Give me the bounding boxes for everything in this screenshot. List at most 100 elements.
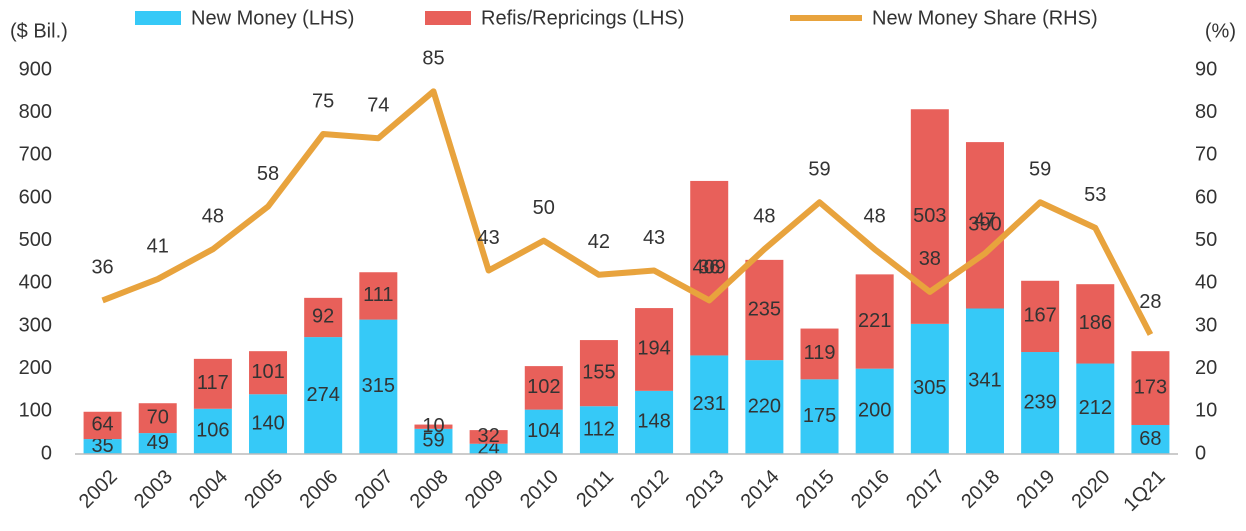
bar [138, 433, 177, 454]
data-label: 35 [91, 435, 113, 457]
data-label: 221 [858, 310, 891, 332]
line-label: 85 [422, 48, 444, 70]
bar [635, 390, 674, 454]
data-label: 239 [1023, 391, 1056, 413]
bar [1131, 424, 1170, 454]
y2-tick-label: 20 [1195, 357, 1217, 379]
bar [524, 409, 563, 454]
data-label: 341 [968, 370, 1001, 392]
data-label: 155 [582, 361, 615, 383]
bar [965, 308, 1004, 454]
x-tick-label: 2018 [957, 466, 1004, 513]
line-label: 43 [478, 227, 500, 249]
data-label: 70 [147, 406, 169, 428]
legend-swatch [425, 11, 471, 25]
bar [359, 272, 398, 320]
y2-tick-label: 60 [1195, 186, 1217, 208]
line-label: 43 [643, 227, 665, 249]
bar [635, 308, 674, 391]
x-tick-label: 2012 [626, 466, 673, 513]
bar [579, 340, 618, 407]
x-tick-label: 2014 [737, 466, 784, 513]
bar [193, 408, 232, 454]
data-label: 231 [693, 393, 726, 415]
line-label: 48 [202, 205, 224, 227]
x-tick-label: 2015 [792, 466, 839, 513]
data-label: 104 [527, 420, 560, 442]
data-label: 220 [748, 395, 781, 417]
y2-axis-label: (%) [1205, 20, 1236, 42]
y2-tick-label: 30 [1195, 314, 1217, 336]
bar [469, 430, 508, 444]
line-label: 36 [91, 257, 113, 279]
bar [1076, 284, 1115, 364]
bar [745, 259, 784, 361]
line-label: 38 [919, 248, 941, 270]
y-tick-label: 300 [19, 314, 52, 336]
bar [855, 274, 894, 369]
data-label: 101 [251, 361, 284, 383]
y-tick-label: 100 [19, 400, 52, 422]
bar [469, 443, 508, 454]
legend-label: New Money (LHS) [191, 7, 354, 29]
bar [249, 394, 288, 454]
bar [1021, 352, 1060, 454]
bar [304, 297, 343, 338]
legend-swatch [135, 11, 181, 25]
data-label: 390 [968, 214, 1001, 236]
data-label: 140 [251, 412, 284, 434]
legend-label: Refis/Repricings (LHS) [481, 7, 684, 29]
y2-tick-label: 90 [1195, 58, 1217, 80]
data-label: 305 [913, 377, 946, 399]
data-label: 119 [804, 342, 836, 364]
line-label: 59 [808, 159, 830, 181]
data-label: 117 [197, 372, 229, 394]
data-label: 92 [312, 306, 334, 328]
data-label: 173 [1134, 376, 1167, 398]
x-tick-label: 2013 [681, 466, 728, 513]
data-label: 32 [478, 425, 500, 447]
y-tick-label: 0 [41, 442, 52, 464]
y-tick-label: 700 [19, 144, 52, 166]
y-tick-label: 500 [19, 229, 52, 251]
line [101, 88, 1154, 336]
bar [524, 366, 563, 410]
bar [414, 428, 453, 454]
data-label: 167 [1023, 305, 1056, 327]
bar [138, 403, 177, 434]
x-tick-label: 2011 [572, 466, 618, 512]
y2-tick-label: 80 [1195, 101, 1217, 123]
x-tick-label: 2007 [351, 466, 398, 513]
x-tick-label: 2008 [406, 466, 453, 513]
data-label: 148 [637, 411, 670, 433]
data-label: 102 [527, 376, 560, 398]
bar [1076, 363, 1115, 454]
bar [304, 337, 343, 454]
bar [1021, 280, 1060, 353]
line-label: 36 [698, 257, 720, 279]
x-tick-label: 2005 [240, 466, 287, 513]
line-label: 74 [367, 95, 389, 117]
y-axis-label: ($ Bil.) [10, 20, 68, 42]
bar [414, 424, 453, 429]
data-label: 503 [913, 205, 946, 227]
line-label: 41 [147, 235, 169, 257]
line-label: 48 [753, 205, 775, 227]
x-tick-label: 2020 [1068, 466, 1115, 513]
y2-tick-label: 0 [1195, 442, 1206, 464]
y-tick-label: 800 [19, 101, 52, 123]
data-label: 64 [91, 414, 113, 436]
bar [249, 351, 288, 395]
bar [359, 319, 398, 454]
data-label: 315 [362, 375, 395, 397]
line-label: 53 [1084, 184, 1106, 206]
x-tick-label: 2016 [847, 466, 894, 513]
y-tick-label: 900 [19, 58, 52, 80]
data-label: 186 [1079, 312, 1112, 334]
data-label: 175 [803, 405, 836, 427]
x-tick-label: 2002 [75, 466, 122, 513]
data-label: 106 [196, 420, 229, 442]
legend-label: New Money Share (RHS) [872, 7, 1098, 29]
bar [965, 142, 1004, 309]
